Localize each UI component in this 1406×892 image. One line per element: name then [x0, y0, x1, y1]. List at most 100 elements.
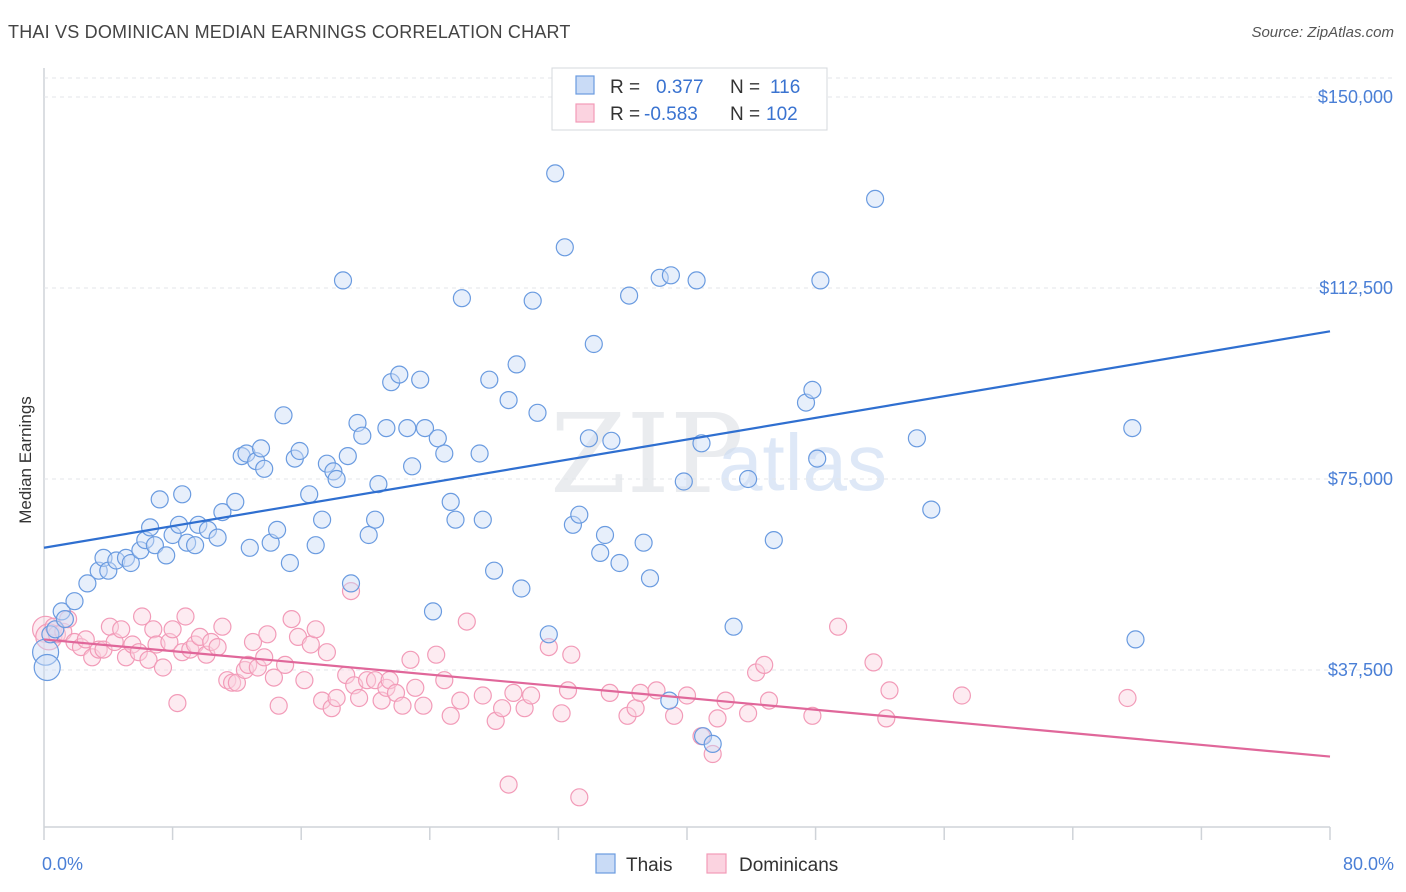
dominicans-point-45 — [269, 696, 288, 715]
thais-point-72 — [485, 561, 504, 580]
dominicans-point-86 — [570, 788, 589, 807]
thais-point-99 — [703, 734, 722, 754]
thais-point-65 — [435, 444, 454, 463]
thais-point-111 — [1126, 630, 1145, 649]
thais-point-74 — [507, 355, 526, 374]
thais-point-77 — [528, 403, 547, 422]
chart-source: Source: ZipAtlas.com — [1251, 24, 1394, 41]
thais-point-109 — [922, 500, 941, 519]
thais-point-90 — [634, 533, 653, 552]
thais-point-88 — [610, 553, 629, 573]
y-axis-label: Median Earnings — [16, 396, 35, 524]
thais-point-38 — [274, 406, 293, 425]
thais-point-66 — [441, 492, 460, 511]
thais-point-7 — [78, 574, 97, 593]
thais-point-79 — [546, 164, 565, 183]
dominicans-point-102 — [803, 706, 822, 725]
dominicans-point-105 — [877, 709, 896, 728]
thais-point-37 — [268, 520, 287, 540]
thais-point-86 — [595, 525, 615, 545]
legend-swatch-thais — [575, 75, 595, 95]
dominicans-point-77 — [493, 699, 512, 718]
watermark-zip: ZIP — [550, 390, 744, 518]
thais-point-104 — [803, 380, 822, 399]
bottom-legend-swatch-dominicans — [706, 853, 727, 874]
thais-point-82 — [570, 505, 589, 524]
dominicans-point-92 — [664, 706, 684, 725]
dominicans-point-50 — [301, 635, 320, 654]
dominicans-point-43 — [258, 625, 277, 644]
thais-point-26 — [198, 520, 218, 540]
dominicans-point-89 — [626, 699, 645, 718]
thais-point-87 — [602, 431, 621, 450]
dominicans-point-107 — [952, 686, 972, 705]
dominicans-point-53 — [317, 643, 336, 662]
thais-point-16 — [141, 518, 160, 537]
correlation-legend: R = 0.377 N = 116 R = -0.583 N = 102 — [551, 67, 828, 131]
thais-point-13 — [121, 553, 140, 573]
dominicans-point-104 — [864, 653, 883, 672]
dominicans-point-70 — [427, 645, 446, 664]
series-legend: Thais Dominicans — [595, 853, 838, 876]
thais-point-68 — [452, 289, 471, 308]
dominicans-point-24 — [163, 620, 182, 639]
dominicans-point-108 — [1118, 688, 1137, 708]
thais-point-69 — [470, 444, 489, 463]
thais-point-83 — [579, 429, 599, 448]
thais-point-17 — [145, 536, 164, 555]
thais-point-106 — [811, 271, 830, 290]
thais-point-94 — [661, 266, 681, 285]
thais-trend-line — [43, 330, 1331, 549]
dominicans-point-100 — [755, 655, 774, 675]
legend-thais-n-value: 116 — [770, 77, 800, 98]
x-tick-label-min: 0.0% — [42, 854, 83, 874]
dominicans-point-33 — [208, 637, 227, 657]
thais-point-14 — [131, 541, 150, 560]
dominicans-point-82 — [539, 637, 558, 657]
legend-swatch-dominicans — [575, 103, 595, 123]
thais-point-73 — [499, 391, 518, 410]
thais-point-75 — [512, 579, 531, 598]
dominicans-trend-line — [43, 638, 1331, 758]
thais-point-52 — [353, 426, 372, 445]
thais-point-92 — [650, 268, 669, 287]
gridlines — [44, 77, 1392, 671]
dominicans-point-93 — [677, 686, 697, 705]
dominicans-point-96 — [708, 709, 727, 728]
dominicans-point-83 — [552, 704, 571, 723]
dominicans-point-98 — [738, 704, 758, 723]
dominicans-point-30 — [190, 627, 209, 647]
thais-point-44 — [313, 510, 332, 529]
dominicans-point-59 — [350, 688, 369, 708]
thais-point-47 — [327, 469, 346, 489]
legend-dominicans-n-value: 102 — [766, 104, 798, 125]
thais-point-67 — [446, 510, 465, 529]
thais-point-42 — [300, 485, 319, 504]
dominicans-point-27 — [176, 607, 195, 626]
thais-point-81 — [563, 515, 583, 534]
thais-point-48 — [333, 271, 353, 290]
thais-point-98 — [693, 727, 713, 746]
dominicans-point-46 — [276, 655, 295, 675]
dominicans-point-49 — [295, 671, 314, 690]
y-tick-labels: $37,500 $75,000 $112,500 $150,000 — [1318, 87, 1393, 680]
dominicans-point-18 — [133, 607, 152, 626]
bottom-legend-thais: Thais — [626, 855, 672, 876]
thais-point-56 — [377, 419, 396, 438]
thais-point-29 — [226, 492, 245, 511]
dominicans-point-87 — [600, 683, 619, 703]
dominicans-point-79 — [504, 683, 523, 703]
thais-point-110 — [1123, 419, 1142, 438]
thais-point-93 — [660, 691, 679, 710]
thais-point-6 — [65, 592, 84, 611]
thais-point-60 — [403, 457, 422, 476]
thais-point-19 — [157, 546, 176, 565]
dominicans-point-55 — [327, 688, 346, 708]
thais-point-31 — [237, 444, 256, 463]
legend-dominicans-r-label: R = — [610, 104, 640, 125]
dominicans-point-71 — [435, 671, 454, 690]
dominicans-point-51 — [306, 620, 325, 639]
thais-point-96 — [687, 271, 706, 290]
legend-dominicans-r-value: -0.583 — [644, 104, 698, 125]
